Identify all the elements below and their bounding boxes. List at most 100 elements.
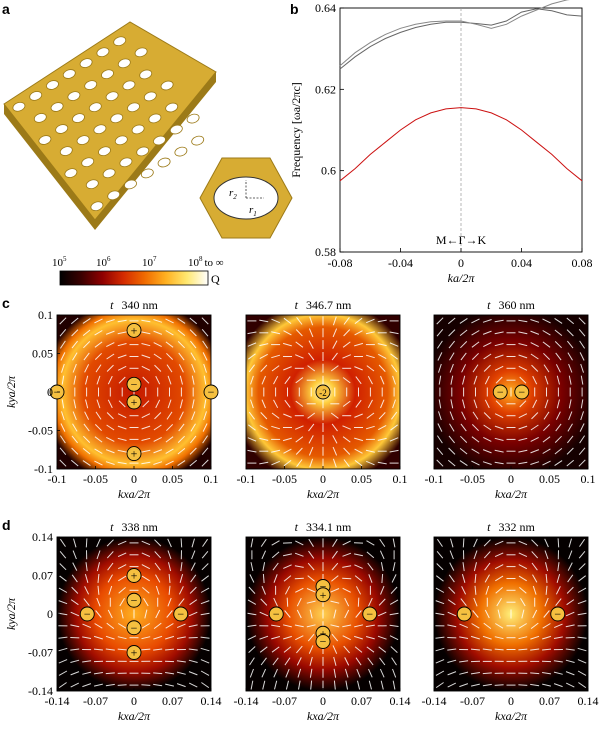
map-title: t 334.1 nm (295, 520, 352, 534)
slab-hole (153, 135, 166, 146)
r1-label: r1 (249, 204, 257, 218)
charge-sign: − (320, 580, 327, 594)
slab-hole (191, 135, 205, 146)
band-2 (339, 8, 583, 70)
slab-hole (136, 146, 150, 157)
charge-sign: − (208, 385, 215, 399)
map-c-3: − − t 360 nm -0.1 -0.05 0 0.05 0.1 kxa/2π (425, 298, 596, 501)
map-x-tick: -0.14 (422, 694, 447, 708)
band-x-tick: 0 (458, 256, 464, 270)
map-x-tick: 0.07 (162, 694, 183, 708)
slab-hole (119, 157, 133, 168)
topological-charge: + (126, 322, 142, 338)
slab-hole (157, 157, 171, 168)
map-c-2: -2 t 346.7 nm -0.1 -0.05 0 0.05 0.1 kxa/2π (237, 298, 408, 501)
slab-hole (113, 36, 127, 47)
panel-label-d: d (2, 517, 11, 533)
map-d-1: + − − + − − t 338 nm -0.14 -0.07 0 0.07 0.14 kxa/2π 0.… (4, 520, 222, 723)
map-x-tick: 0.05 (162, 472, 183, 486)
map-x-tick: -0.05 (272, 472, 297, 486)
slab-hole (140, 168, 154, 179)
slab-hole (72, 113, 85, 123)
map-x-tick: 0.14 (201, 694, 222, 708)
slab-hole (64, 168, 78, 178)
map-xlabel: kxa/2π (495, 487, 528, 501)
map-x-tick: 0.07 (351, 694, 372, 708)
colorbar-tick: 105 (52, 255, 67, 269)
charge-sign: − (177, 607, 184, 621)
band-y-tick: 0.6 (321, 164, 336, 178)
topological-charge: − (492, 384, 508, 400)
topological-charge: − (79, 606, 95, 622)
charge-sign: − (461, 607, 468, 621)
slab-hole (105, 91, 119, 102)
slab-hole (33, 113, 47, 123)
colorbar-tick: 106 (96, 255, 111, 269)
topological-charge: -2 (315, 384, 331, 400)
slab-hole (174, 146, 188, 157)
map-x-tick: -0.07 (83, 694, 108, 708)
topological-charge: − (126, 620, 142, 636)
map-x-tick: 0 (508, 472, 514, 486)
map-x-tick: -0.05 (83, 472, 108, 486)
map-x-tick: 0 (131, 472, 137, 486)
slab-hole (165, 102, 179, 113)
map-x-tick: 0 (320, 472, 326, 486)
colorbar-gradient (59, 270, 209, 286)
topological-charge: − (514, 384, 530, 400)
topological-charge: − (456, 606, 472, 622)
charge-sign: + (131, 395, 138, 409)
slab-hole (110, 113, 124, 124)
map-y-tick: -0.05 (28, 424, 53, 438)
slab-hole (134, 47, 148, 58)
charge-sign: -2 (319, 388, 327, 398)
map-title: t 340 nm (110, 298, 158, 312)
map-title: t 338 nm (110, 520, 158, 534)
map-x-tick: 0.1 (581, 472, 596, 486)
topological-charge: + (315, 587, 331, 603)
panel-label-a: a (2, 1, 10, 17)
map-x-tick: 0.07 (539, 694, 560, 708)
q-colorbar: 105 106 107 108 to ∞ Q (52, 255, 224, 286)
topological-charge: + (126, 645, 142, 660)
topological-charge: + (126, 568, 142, 583)
band-structure-plot: -0.08 -0.04 0 0.04 0.08 0.58 0.6 0.62 0.64 ka/2π F… (289, 0, 593, 285)
slab-hole (114, 135, 128, 146)
map-title: t 360 nm (487, 298, 535, 312)
panel-label-c: c (2, 295, 10, 311)
band-annotation: M←Γ→K (436, 233, 487, 247)
topological-charge: − (126, 592, 142, 608)
map-ylabel: kya/2π (4, 597, 18, 630)
slab-hole (117, 58, 131, 69)
map-x-tick: -0.05 (460, 472, 485, 486)
charge-sign: − (554, 607, 561, 621)
hexagonal-unit-cell: r2 r1 (199, 157, 293, 239)
map-y-tick: 0.07 (32, 569, 53, 583)
topological-charge: − (173, 606, 189, 622)
map-x-tick: 0 (508, 694, 514, 708)
charge-sign: + (320, 588, 327, 602)
band-ylabel: Frequency [ωa/2πc] (289, 82, 303, 178)
map-y-tick: 0.05 (32, 347, 53, 361)
map-y-tick: -0.1 (34, 462, 53, 476)
slab-hole (79, 58, 93, 68)
topological-charge: + (126, 446, 142, 462)
topological-charge: − (126, 376, 142, 392)
map-x-tick: 0.05 (539, 472, 560, 486)
slab-hole (160, 80, 174, 91)
map-xlabel: kxa/2π (307, 709, 340, 723)
charge-sign: − (131, 593, 138, 607)
charge-sign: − (320, 635, 327, 649)
map-y-tick: 0 (47, 385, 53, 399)
map-x-tick: -0.07 (272, 694, 297, 708)
map-x-tick: 0.1 (204, 472, 219, 486)
map-c-1: +−++− −t 340 nm-0.1 -0.05 0 0.05 0.1kxa/2π0.10… (4, 298, 219, 501)
colorbar-tick: 107 (142, 255, 157, 269)
panel-label-b: b (290, 1, 299, 17)
band-3 (339, 0, 570, 67)
colorbar-label: Q (211, 272, 220, 286)
slab-hole (139, 69, 153, 80)
slab-hole (59, 146, 73, 156)
slab-hole (38, 135, 52, 145)
